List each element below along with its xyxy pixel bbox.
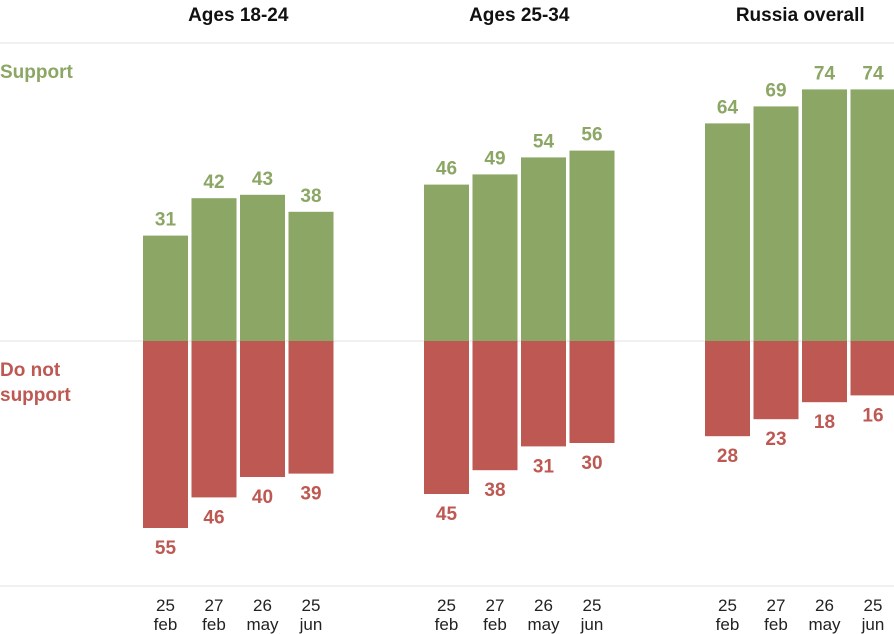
legend: Support Do not support xyxy=(0,62,73,406)
bar-oppose xyxy=(850,341,894,396)
x-tick-day: 25 xyxy=(437,596,456,615)
x-tick-day: 26 xyxy=(534,596,553,615)
x-tick-day: 25 xyxy=(583,596,602,615)
bar-support xyxy=(850,89,894,342)
bar-support xyxy=(240,194,285,341)
data-label-oppose: 30 xyxy=(581,453,602,474)
x-tick-month: feb xyxy=(202,615,226,634)
x-tick-labels: 25feb27feb26may25jun25feb27feb26may25jun… xyxy=(154,596,885,634)
bars xyxy=(143,89,894,528)
x-tick-day: 26 xyxy=(253,596,272,615)
data-label-support: 38 xyxy=(300,186,321,207)
x-tick-day: 26 xyxy=(815,596,834,615)
data-label-oppose: 45 xyxy=(436,504,458,525)
data-label-oppose: 46 xyxy=(203,507,224,528)
x-tick-day: 25 xyxy=(864,596,883,615)
data-label-support: 31 xyxy=(155,210,177,231)
data-label-oppose: 18 xyxy=(814,412,835,433)
bar-support xyxy=(288,211,334,341)
bar-support xyxy=(753,106,799,342)
bar-support xyxy=(143,235,188,341)
x-tick-month: may xyxy=(527,615,560,634)
data-label-oppose: 40 xyxy=(252,487,273,508)
data-label-support: 54 xyxy=(533,131,555,152)
data-label-support: 64 xyxy=(717,97,739,118)
x-tick-day: 27 xyxy=(767,596,786,615)
data-label-support: 56 xyxy=(581,125,602,146)
data-label-oppose: 55 xyxy=(155,538,177,559)
x-tick-month: feb xyxy=(154,615,178,634)
x-tick-day: 27 xyxy=(205,596,224,615)
bar-oppose xyxy=(424,341,469,494)
x-tick-month: may xyxy=(808,615,841,634)
bar-oppose xyxy=(191,341,237,498)
panel-titles: Ages 18-24 Ages 25-34 Russia overall xyxy=(188,5,865,26)
data-label-oppose: 28 xyxy=(717,446,738,467)
bar-oppose xyxy=(569,341,615,443)
bar-oppose xyxy=(240,341,285,477)
x-tick-month: feb xyxy=(764,615,788,634)
legend-oppose-line1: Do not xyxy=(0,360,61,381)
x-tick-day: 27 xyxy=(486,596,505,615)
data-label-support: 74 xyxy=(814,63,836,84)
x-tick-month: jun xyxy=(299,615,323,634)
bar-support xyxy=(802,89,847,342)
bar-oppose xyxy=(143,341,188,528)
data-label-support: 74 xyxy=(862,63,884,84)
bar-oppose xyxy=(288,341,334,474)
legend-support: Support xyxy=(0,62,73,83)
data-label-oppose: 16 xyxy=(862,405,883,426)
x-tick-day: 25 xyxy=(718,596,737,615)
data-label-support: 42 xyxy=(203,172,224,193)
bar-oppose xyxy=(472,341,518,471)
x-tick-month: feb xyxy=(716,615,740,634)
bar-oppose xyxy=(521,341,566,447)
data-label-oppose: 39 xyxy=(300,484,321,505)
x-tick-month: jun xyxy=(580,615,604,634)
bar-support xyxy=(569,150,615,341)
bar-support xyxy=(705,123,750,342)
bar-support xyxy=(424,184,469,341)
panel-title: Russia overall xyxy=(736,5,865,26)
data-label-oppose: 31 xyxy=(533,456,555,477)
panel-title: Ages 18-24 xyxy=(188,5,289,26)
bar-support xyxy=(191,198,237,341)
bar-oppose xyxy=(802,341,847,403)
bar-support xyxy=(472,174,518,341)
x-tick-month: feb xyxy=(435,615,459,634)
bar-oppose xyxy=(753,341,799,420)
bar-support xyxy=(521,157,566,341)
x-tick-day: 25 xyxy=(156,596,175,615)
x-tick-month: feb xyxy=(483,615,507,634)
panel-title: Ages 25-34 xyxy=(469,5,570,26)
data-label-support: 49 xyxy=(484,148,505,169)
data-label-oppose: 23 xyxy=(765,429,786,450)
data-label-support: 43 xyxy=(252,169,273,190)
data-label-support: 69 xyxy=(765,80,786,101)
x-tick-month: jun xyxy=(861,615,885,634)
data-label-oppose: 38 xyxy=(484,480,505,501)
data-label-support: 46 xyxy=(436,159,457,180)
bar-oppose xyxy=(705,341,750,437)
value-labels: 31 55 42 46 43 40 38 39 46 45 49 38 54 31 56 30 64 28 69 23… xyxy=(153,61,886,561)
x-tick-month: may xyxy=(246,615,279,634)
legend-oppose-line2: support xyxy=(0,385,71,406)
x-tick-day: 25 xyxy=(302,596,321,615)
